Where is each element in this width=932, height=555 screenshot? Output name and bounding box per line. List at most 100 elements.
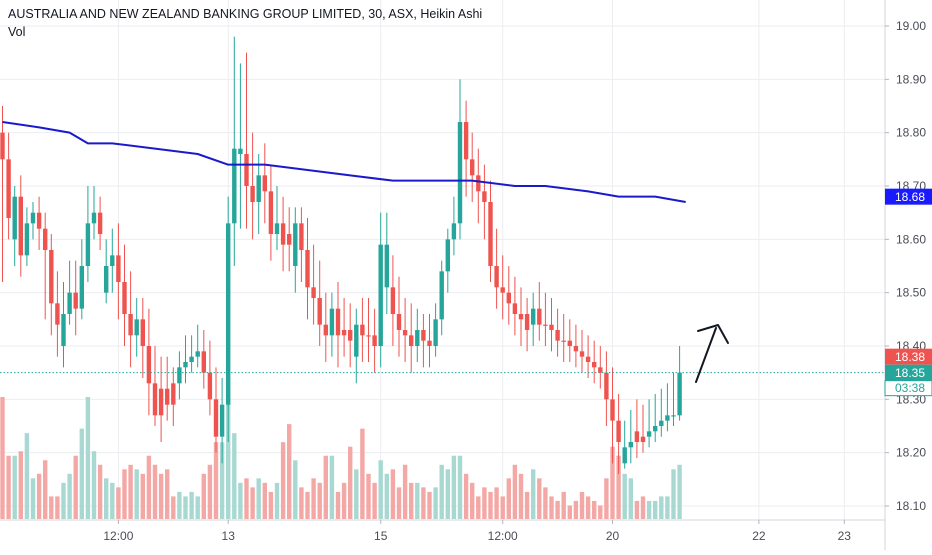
volume-bar (256, 478, 261, 519)
candle-body (598, 367, 603, 373)
candle-body (549, 324, 554, 330)
candle-body (653, 426, 658, 432)
volume-bar (171, 496, 176, 519)
candle-body (0, 132, 5, 160)
candle-body (439, 271, 444, 320)
candle-body (329, 308, 335, 336)
volume-bar (91, 451, 97, 519)
volume-bar (0, 397, 5, 519)
candle-body (390, 287, 396, 314)
volume-bar (305, 491, 310, 519)
volume-bar (280, 442, 286, 519)
volume-bar (293, 460, 298, 519)
candle-body (341, 330, 347, 336)
volume-bar (506, 478, 511, 519)
candle-body (463, 122, 469, 160)
candle-body (183, 362, 188, 368)
volume-bar (640, 496, 646, 519)
candle-body (451, 223, 457, 240)
volume-bar (311, 478, 316, 519)
candle-body (97, 212, 103, 234)
countdown-box (884, 380, 932, 397)
volume-bar (317, 482, 322, 519)
price-tick-label: 18.90 (896, 72, 926, 86)
candle-body (488, 202, 493, 266)
volume-bar (561, 491, 566, 519)
candle-body (567, 340, 572, 346)
candle-body (579, 351, 585, 357)
time-axis[interactable]: 12:00 13 15 12:00 20 22 23 (103, 520, 851, 543)
volume-bar (567, 505, 572, 519)
candle-body (360, 324, 365, 336)
candle-body (134, 319, 139, 336)
volume-bar (384, 473, 389, 519)
candle-body (262, 175, 267, 192)
moving-average-line (2, 121, 686, 203)
volume-bar (457, 455, 463, 519)
volume-bar (207, 464, 213, 519)
price-tag-label: 18.35 (895, 366, 925, 380)
volume-bar (30, 478, 36, 519)
candle-body (421, 330, 426, 341)
volume-bar (104, 478, 109, 519)
candle-body (195, 351, 200, 357)
volume-bar (653, 500, 658, 519)
candle-body (104, 266, 109, 293)
candle-body (280, 223, 286, 245)
volume-bar (152, 464, 158, 519)
candle-body (640, 436, 646, 442)
volume-bar (463, 473, 469, 519)
candle-body (610, 399, 615, 421)
candle-body (287, 234, 292, 245)
volume-bar (329, 455, 335, 519)
price-axis[interactable]: 19.0018.9018.8018.7018.6018.5018.4018.30… (885, 19, 926, 513)
candle-body (30, 212, 36, 224)
volume-bar (158, 473, 164, 519)
volume-bar (195, 496, 200, 519)
volume-bar (61, 482, 66, 519)
candle-body (323, 324, 328, 336)
candle-body (561, 340, 566, 342)
candle-body (384, 244, 389, 288)
volume-bar (402, 464, 408, 519)
candle-body (219, 404, 225, 437)
candle-body (470, 159, 475, 176)
candle-body (268, 191, 274, 234)
candle-body (305, 250, 310, 288)
grid-lines (0, 0, 885, 520)
price-tick-label: 18.60 (896, 232, 926, 246)
price-tick-label: 18.20 (896, 446, 926, 460)
volume-bar (354, 469, 359, 519)
candle-body (433, 319, 438, 346)
candle-body (348, 330, 353, 341)
time-tick-label: 13 (222, 529, 236, 543)
volume-bar (79, 428, 84, 519)
drawn-arrow-annotation[interactable] (695, 324, 729, 383)
candle-body (494, 266, 499, 288)
volume-bar (433, 487, 438, 519)
volume-bar (537, 478, 542, 519)
volume-bars (0, 397, 682, 519)
candle-body (537, 308, 542, 325)
candle-body (67, 292, 72, 314)
candle-body (6, 159, 11, 218)
candle-body (531, 308, 536, 325)
volume-bar (482, 487, 487, 519)
volume-bar (73, 455, 78, 519)
chart-title: AUSTRALIA AND NEW ZEALAND BANKING GROUP … (8, 7, 483, 21)
volume-bar (671, 469, 676, 519)
volume-bar (250, 487, 255, 519)
time-tick-label: 15 (374, 529, 388, 543)
volume-bar (140, 473, 145, 519)
volume-bar (226, 397, 231, 519)
volume-bar (348, 446, 353, 519)
volume-bar (634, 500, 640, 519)
volume-bar (165, 469, 170, 519)
volume-bar (323, 455, 328, 519)
price-tick-label: 18.10 (896, 499, 926, 513)
candle-body (659, 420, 664, 426)
time-tick-label: 12:00 (103, 529, 133, 543)
volume-bar (598, 505, 603, 519)
